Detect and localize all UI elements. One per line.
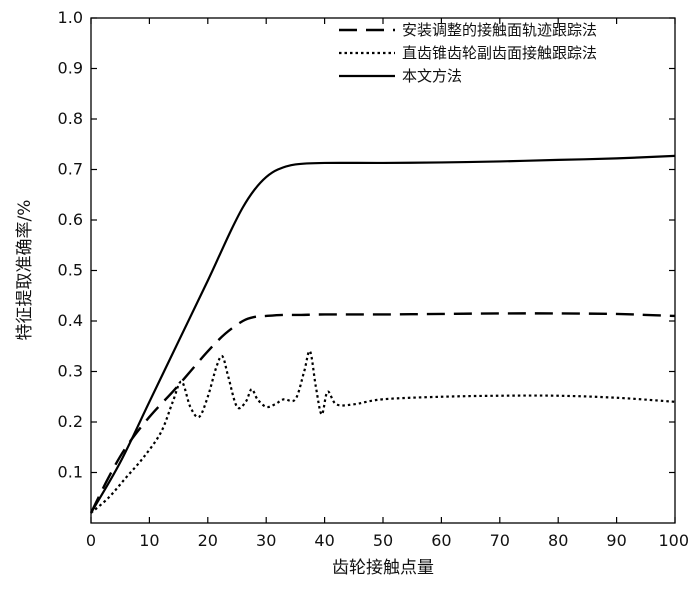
series-line-solid xyxy=(90,154,676,514)
legend-label: 本文方法 xyxy=(402,67,462,85)
y-tick-label: 0.1 xyxy=(58,463,83,482)
x-tick-label: 20 xyxy=(198,531,218,550)
series-line-dashed xyxy=(89,312,676,514)
series-line-dotted xyxy=(90,350,676,514)
x-axis-ticks: 0 10 20 30 40 50 60 70 80 90 100 xyxy=(86,18,689,550)
x-tick-label: 0 xyxy=(86,531,96,550)
y-tick-label: 0.2 xyxy=(58,412,83,431)
y-axis-title: 特征提取准确率/% xyxy=(15,200,35,341)
y-axis-ticks: 0.1 0.2 0.3 0.4 0.5 0.6 0.7 0.8 0.9 1.0 xyxy=(58,8,675,482)
y-tick-label: 1.0 xyxy=(58,8,83,27)
series-lines xyxy=(89,154,676,514)
x-tick-label: 80 xyxy=(548,531,568,550)
x-tick-label: 70 xyxy=(490,531,510,550)
y-tick-label: 0.7 xyxy=(58,160,83,179)
y-tick-label: 0.4 xyxy=(58,311,83,330)
x-axis-title: 齿轮接触点量 xyxy=(332,558,434,578)
y-tick-label: 0.5 xyxy=(58,261,83,280)
x-tick-label: 40 xyxy=(314,531,334,550)
x-tick-label: 100 xyxy=(658,531,689,550)
legend-label: 安装调整的接触面轨迹跟踪法 xyxy=(402,21,597,39)
y-tick-label: 0.6 xyxy=(58,210,83,229)
x-tick-label: 50 xyxy=(373,531,393,550)
x-tick-label: 10 xyxy=(139,531,159,550)
plot-frame xyxy=(90,17,676,524)
y-tick-label: 0.3 xyxy=(58,362,83,381)
x-tick-label: 90 xyxy=(606,531,626,550)
x-tick-label: 30 xyxy=(256,531,276,550)
y-tick-label: 0.8 xyxy=(58,109,83,128)
x-tick-label: 60 xyxy=(431,531,451,550)
y-tick-label: 0.9 xyxy=(58,59,83,78)
legend-label: 直齿锥齿轮副齿面接触跟踪法 xyxy=(402,44,597,62)
